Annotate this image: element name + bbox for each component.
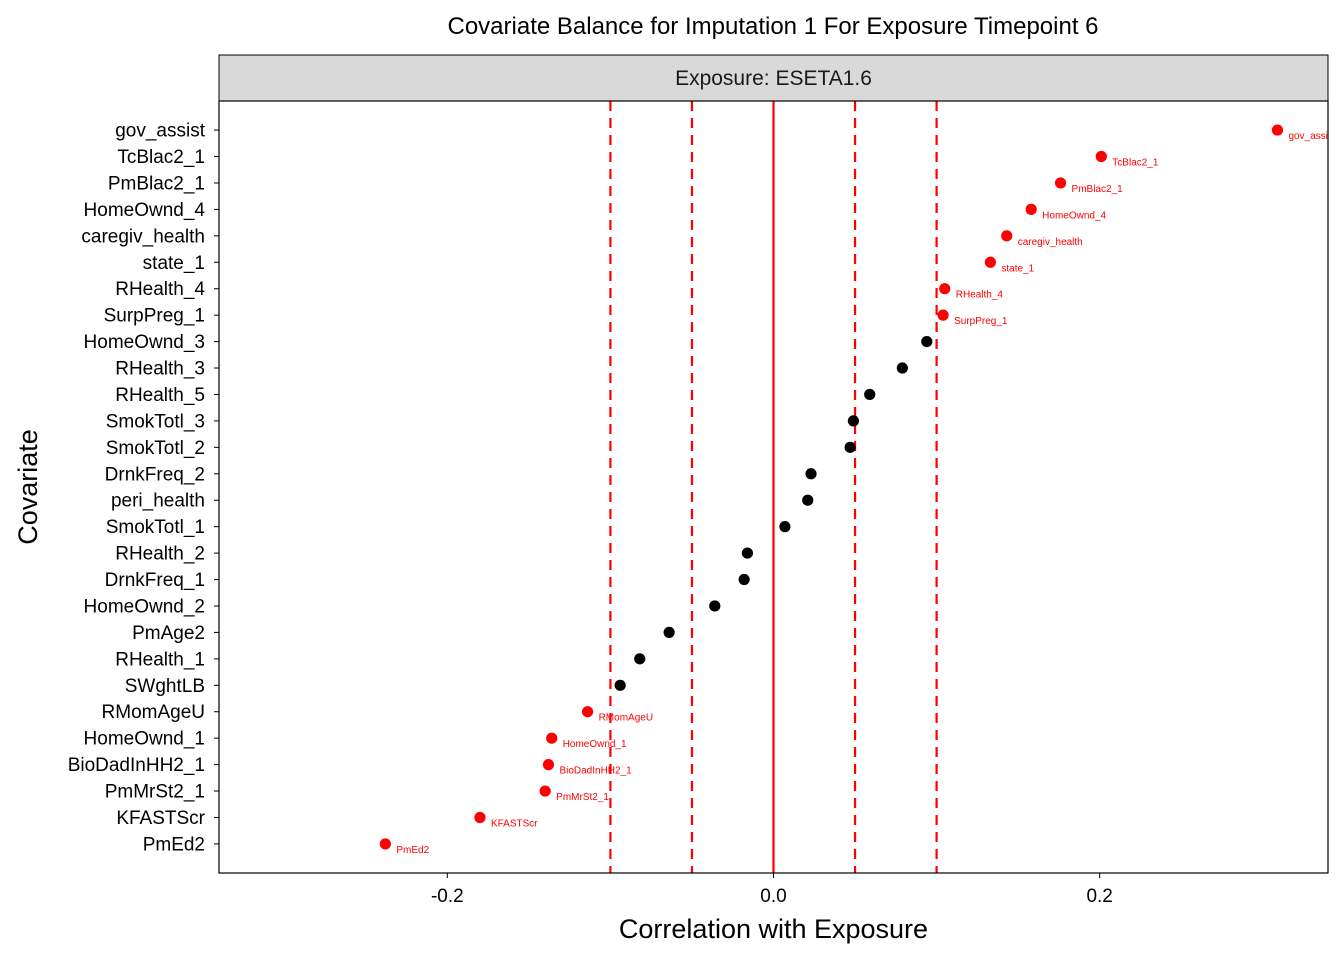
point-label: TcBlac2_1 <box>1112 158 1159 169</box>
data-points: gov_assist TcBlac2_1 PmBlac2_1 HomeOwnd_4ca… <box>379 124 1335 856</box>
y-tick-label: DrnkFreq_1 <box>105 570 205 591</box>
y-tick-label: BioDadInHH2_1 <box>68 755 205 776</box>
data-point <box>864 388 876 401</box>
point-label: KFASTScr <box>491 818 538 829</box>
y-tick-label: SurpPreg_1 <box>104 306 205 327</box>
y-tick-label: SmokTotl_2 <box>106 438 205 459</box>
y-tick-label: PmMrSt2_1 <box>105 782 205 803</box>
data-point <box>539 785 551 797</box>
point-label: state_1 <box>1001 263 1034 274</box>
x-axis: -0.2 0.0 0.2 <box>431 873 1113 907</box>
chart-title: Covariate Balance for Imputation 1 For E… <box>448 13 1099 40</box>
data-point <box>1095 150 1107 163</box>
point-label: HomeOwnd_1 <box>563 739 627 750</box>
data-point <box>709 600 721 612</box>
y-tick-label: RHealth_2 <box>115 544 205 565</box>
x-tick-label: 0.2 <box>1086 886 1112 907</box>
data-point <box>741 547 754 559</box>
y-tick-label: RHealth_4 <box>115 279 205 300</box>
x-tick-label: -0.2 <box>431 886 464 907</box>
y-tick-label: peri_health <box>111 491 205 512</box>
point-label: BioDadInHH2_1 <box>559 766 632 777</box>
data-point <box>1025 203 1037 215</box>
point-label: SurpPreg_1 <box>954 316 1008 327</box>
data-point <box>779 521 791 533</box>
data-point <box>937 309 949 321</box>
data-point <box>634 653 646 665</box>
y-tick-label: HomeOwnd_2 <box>84 596 205 617</box>
data-point <box>738 573 750 586</box>
y-tick-label: caregiv_health <box>81 226 205 247</box>
y-tick-label: PmEd2 <box>143 834 205 855</box>
y-tick-label: RHealth_5 <box>115 385 205 406</box>
data-point <box>844 441 856 453</box>
y-tick-label: DrnkFreq_2 <box>105 464 205 485</box>
data-point <box>546 732 558 744</box>
point-label: RMomAgeU <box>599 713 653 724</box>
y-axis: gov_assist TcBlac2_1 PmBlac2_1 HomeOwnd_4ca… <box>68 121 219 855</box>
y-tick-label: SWghtLB <box>125 676 205 697</box>
data-point <box>614 679 626 691</box>
data-point <box>1271 124 1284 136</box>
y-tick-label: RMomAgeU <box>102 702 205 723</box>
y-tick-label: TcBlac2_1 <box>117 147 205 168</box>
data-point <box>802 494 814 506</box>
y-tick-label: KFASTScr <box>116 808 205 829</box>
point-label: PmEd2 <box>396 845 429 856</box>
data-point <box>663 626 675 639</box>
x-tick-label: 0.0 <box>760 886 786 907</box>
data-point <box>379 838 391 850</box>
point-label: PmMrSt2_1 <box>556 792 609 803</box>
data-point <box>1054 177 1067 189</box>
data-point <box>896 362 908 374</box>
y-tick-label: SmokTotl_1 <box>106 517 205 538</box>
y-tick-label: RHealth_1 <box>115 649 205 670</box>
y-tick-label: SmokTotl_3 <box>106 411 205 432</box>
data-point <box>542 759 555 771</box>
y-tick-label: PmAge2 <box>132 623 205 644</box>
point-label: RHealth_4 <box>956 290 1004 301</box>
y-tick-label: RHealth_3 <box>115 359 205 380</box>
reference-lines <box>609 101 938 873</box>
y-tick-label: HomeOwnd_1 <box>84 729 205 750</box>
data-point <box>847 415 860 427</box>
facet-label: Exposure: ESETA1.6 <box>675 67 872 90</box>
point-label: PmBlac2_1 <box>1072 184 1124 195</box>
facet-strip <box>218 54 1329 102</box>
point-label: HomeOwnd_4 <box>1042 210 1106 221</box>
data-point <box>984 256 997 268</box>
y-tick-label: HomeOwnd_4 <box>84 200 206 221</box>
data-point <box>581 706 594 718</box>
y-axis-title: Covariate <box>13 429 43 545</box>
data-point <box>474 811 486 824</box>
point-label: gov_assist <box>1288 131 1335 142</box>
y-tick-label: HomeOwnd_3 <box>84 332 205 353</box>
point-label: caregiv_health <box>1018 237 1083 248</box>
y-tick-label: state_1 <box>143 253 205 274</box>
data-point <box>805 468 817 480</box>
y-tick-label: gov_assist <box>115 121 205 142</box>
y-tick-label: PmBlac2_1 <box>108 173 205 194</box>
data-point <box>939 283 951 295</box>
x-axis-title: Correlation with Exposure <box>619 914 928 944</box>
data-point <box>1001 230 1013 242</box>
data-point <box>921 335 933 348</box>
